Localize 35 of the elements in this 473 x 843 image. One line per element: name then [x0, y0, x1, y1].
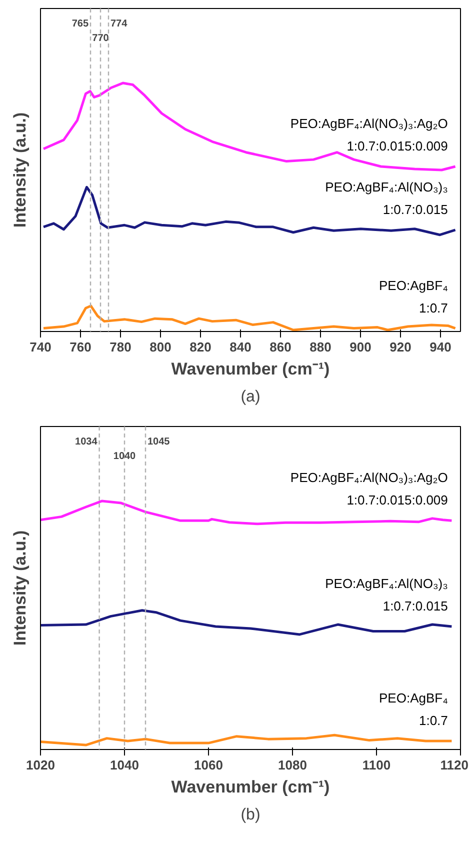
x-tick-label: 1060 — [194, 758, 223, 772]
x-tick-label: 1080 — [278, 758, 307, 772]
x-tick-label: 1040 — [110, 758, 139, 772]
x-tick-label: 1120 — [440, 758, 468, 772]
x-tick-label: 880 — [310, 340, 332, 354]
x-axis-title: Wavenumber (cm⁻¹) — [171, 360, 330, 378]
series-label: PEO:AgBF₄ 1:0.7 — [379, 690, 448, 728]
series-label: PEO:AgBF₄:Al(NO₃)₃:Ag₂O 1:0.7:0.015:0.009 — [290, 116, 448, 154]
x-tick-label: 800 — [150, 340, 172, 354]
ref-line-label: 1045 — [148, 436, 170, 448]
x-tick-label: 940 — [430, 340, 452, 354]
text: (a) — [240, 388, 260, 406]
series-label: PEO:AgBF₄:Al(NO₃)₃ 1:0.7:0.015 — [325, 576, 448, 614]
x-axis-title: Wavenumber (cm⁻¹) — [171, 778, 330, 796]
series-label: PEO:AgBF₄:Al(NO₃)₃:Ag₂O 1:0.7:0.015:0.009 — [290, 470, 448, 508]
x-tick-label: 780 — [110, 340, 132, 354]
ref-line-label: 1040 — [113, 451, 136, 462]
x-tick-label: 920 — [390, 340, 412, 354]
ref-line-label: 1034 — [75, 436, 98, 448]
x-tick-label: 840 — [230, 340, 252, 354]
x-tick-label: 740 — [30, 340, 52, 354]
series-label: PEO:AgBF₄:Al(NO₃)₃ 1:0.7:0.015 — [325, 179, 448, 217]
ref-line-label: 770 — [92, 33, 110, 44]
x-tick-label: 820 — [190, 340, 212, 354]
y-axis-title: Intensity (a.u.) — [10, 530, 30, 646]
text: (b) — [240, 806, 260, 824]
ref-line-label: 774 — [110, 18, 128, 30]
y-axis-title: Intensity (a.u.) — [10, 112, 30, 228]
x-tick-label: 1020 — [26, 758, 55, 772]
ref-line-label: 765 — [72, 18, 89, 30]
x-tick-label: 1100 — [362, 758, 391, 772]
x-tick-label: 900 — [350, 340, 372, 354]
series-label: PEO:AgBF₄ 1:0.7 — [379, 278, 448, 316]
x-tick-label: 860 — [270, 340, 292, 354]
x-tick-label: 760 — [70, 340, 92, 354]
